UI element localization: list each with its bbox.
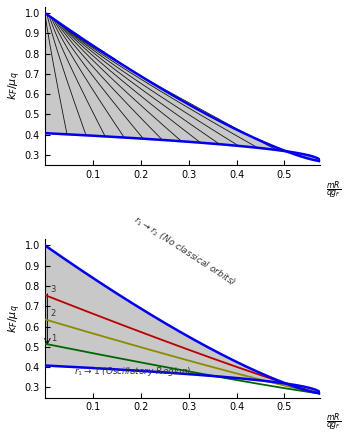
Text: $r_1{\to}1$ (Oscillatory Region): $r_1{\to}1$ (Oscillatory Region) bbox=[74, 365, 191, 378]
Y-axis label: $k_F/\mu_q$: $k_F/\mu_q$ bbox=[7, 304, 23, 333]
Text: $\frac{mR}{qg_F}$: $\frac{mR}{qg_F}$ bbox=[326, 412, 341, 434]
Text: 1: 1 bbox=[51, 334, 56, 343]
Y-axis label: $k_F/\mu_q$: $k_F/\mu_q$ bbox=[7, 72, 23, 101]
Text: 2: 2 bbox=[51, 310, 56, 318]
Text: $r_1{\to}r_2$ (No classical orbits): $r_1{\to}r_2$ (No classical orbits) bbox=[131, 214, 238, 289]
Text: $\frac{mR}{qg_F}$: $\frac{mR}{qg_F}$ bbox=[326, 179, 341, 202]
Text: 3: 3 bbox=[51, 285, 56, 294]
